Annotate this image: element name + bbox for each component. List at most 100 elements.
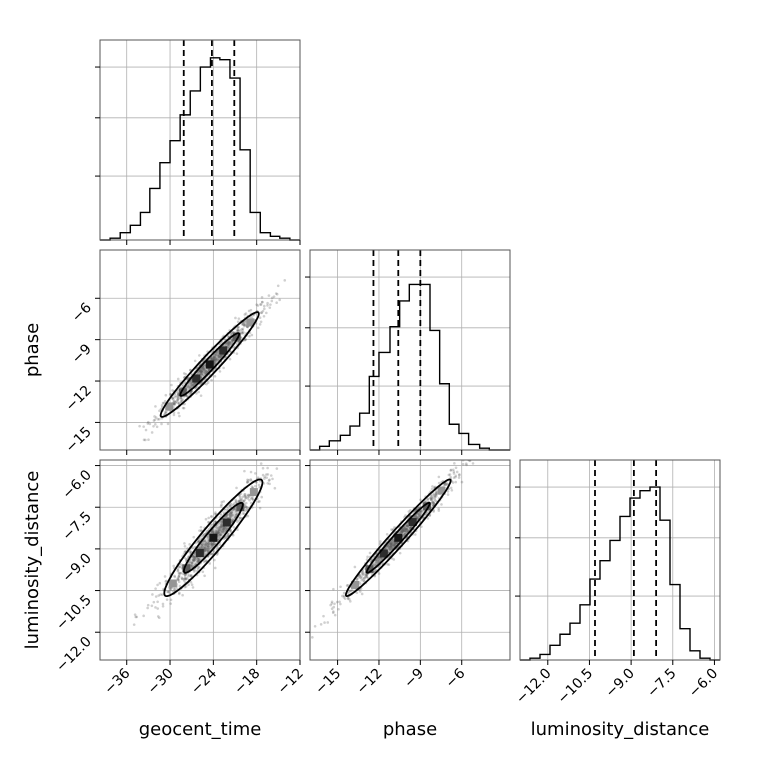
scatter-point: [437, 509, 441, 512]
scatter-point: [229, 515, 233, 518]
scatter-point: [267, 294, 271, 297]
scatter-point: [206, 544, 210, 548]
scatter-point: [366, 576, 370, 580]
scatter-point: [406, 524, 409, 527]
scatter-point: [191, 586, 195, 589]
scatter-point: [390, 541, 394, 544]
scatter-point: [260, 311, 263, 314]
scatter-point: [196, 567, 200, 571]
scatter-point: [387, 547, 390, 550]
scatter-point: [146, 603, 150, 607]
scatter-point: [405, 527, 408, 531]
scatter-point: [233, 507, 236, 511]
scatter-point: [390, 542, 393, 546]
scatter-point: [222, 527, 226, 530]
scatter-point: [207, 549, 210, 553]
scatter-point: [201, 366, 204, 369]
scatter-point: [244, 323, 247, 326]
scatter-point: [204, 559, 208, 562]
scatter-point: [227, 343, 230, 347]
scatter-point: [234, 498, 237, 502]
scatter-point: [197, 556, 200, 560]
scatter-point: [157, 594, 160, 597]
scatter-point: [161, 593, 164, 596]
scatter-point: [385, 532, 389, 536]
scatter-point: [332, 605, 336, 609]
scatter-point: [173, 588, 176, 591]
scatter-point: [434, 492, 438, 496]
scatter-point: [197, 539, 200, 542]
scatter-point: [412, 516, 416, 519]
scatter-point: [362, 572, 365, 576]
scatter-point: [218, 533, 222, 537]
scatter-point: [192, 556, 196, 559]
scatter-point: [142, 438, 146, 442]
scatter-point: [365, 575, 369, 578]
scatter-point: [192, 559, 196, 562]
scatter-point: [203, 543, 207, 547]
scatter-point: [392, 543, 396, 546]
scatter-point: [268, 306, 272, 309]
scatter-point: [193, 382, 197, 386]
scatter-point: [268, 478, 271, 482]
scatter-point: [358, 582, 362, 585]
scatter-point: [193, 556, 197, 560]
scatter-point: [426, 517, 430, 520]
scatter-point: [229, 528, 232, 532]
scatter-point: [225, 527, 228, 531]
scatter-point: [202, 533, 206, 536]
scatter-point: [189, 574, 193, 578]
scatter-point: [189, 385, 193, 388]
scatter-point: [346, 583, 350, 587]
scatter-point: [213, 520, 217, 524]
scatter-point: [458, 473, 461, 476]
scatter-point: [434, 499, 437, 502]
density-cell: [209, 533, 218, 542]
scatter-point: [184, 573, 187, 577]
scatter-point: [206, 544, 209, 548]
scatter-point: [237, 326, 241, 329]
scatter-point: [215, 545, 219, 549]
scatter-point: [191, 384, 195, 387]
scatter-point: [403, 533, 406, 537]
scatter-point: [175, 399, 178, 403]
scatter-point: [349, 600, 352, 603]
scatter-point: [192, 535, 196, 539]
density-cell: [379, 549, 388, 558]
scatter-point: [181, 398, 184, 401]
scatter-point: [202, 366, 205, 370]
scatter-point: [330, 602, 334, 605]
scatter-point: [332, 587, 335, 591]
scatter-point: [216, 353, 220, 357]
scatter-point: [342, 594, 346, 598]
scatter-point: [204, 372, 207, 376]
scatter-point: [346, 596, 350, 600]
scatter-point: [430, 497, 434, 500]
scatter-point: [363, 579, 366, 583]
scatter-point: [403, 529, 407, 533]
scatter-point: [265, 476, 268, 479]
scatter-point: [207, 368, 211, 371]
scatter-point: [390, 540, 394, 544]
scatter-point: [209, 525, 212, 529]
scatter-point: [448, 473, 452, 476]
scatter-point: [173, 399, 176, 403]
scatter-point: [217, 355, 221, 359]
scatter-point: [444, 483, 448, 487]
scatter-point: [433, 502, 436, 505]
scatter-point: [400, 531, 404, 535]
scatter-point: [260, 495, 264, 499]
scatter-point: [339, 585, 342, 589]
scatter-point: [213, 519, 217, 522]
scatter-point: [322, 614, 325, 618]
scatter-point: [188, 573, 191, 577]
scatter-point: [134, 615, 138, 619]
scatter-point: [452, 476, 456, 479]
scatter-point: [206, 550, 210, 553]
scatter-point: [200, 369, 203, 372]
scatter-point: [206, 535, 210, 539]
scatter-point: [214, 358, 217, 362]
scatter-point: [242, 321, 246, 324]
scatter-point: [179, 400, 183, 404]
scatter-point: [196, 560, 200, 563]
